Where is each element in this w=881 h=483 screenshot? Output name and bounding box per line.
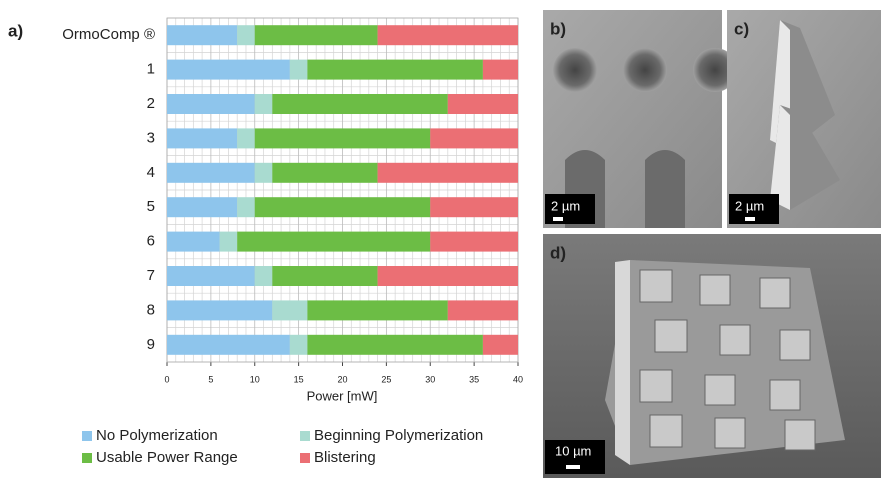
bar-segment: [255, 128, 431, 148]
x-tick-label: 15: [294, 374, 304, 384]
bar-segment: [307, 335, 483, 355]
bar-segment: [237, 25, 255, 45]
panel-label: c): [734, 19, 749, 38]
bar-segment: [307, 60, 483, 80]
y-tick-label: 8: [147, 301, 155, 318]
x-axis-title: Power [mW]: [307, 388, 378, 403]
bar-segment: [237, 128, 255, 148]
scale-bar-label: 2 µm: [735, 198, 764, 213]
bar-segment: [167, 197, 237, 217]
bar-segment: [430, 197, 518, 217]
y-tick-label: 7: [147, 267, 155, 284]
x-tick-label: 20: [337, 374, 347, 384]
sem-image-d: [543, 234, 881, 478]
bar-segment: [378, 25, 518, 45]
x-tick-label: 25: [381, 374, 391, 384]
y-tick-label: 4: [147, 164, 155, 181]
y-tick-label: 1: [147, 61, 155, 78]
x-tick-label: 0: [164, 374, 169, 384]
bar-segment: [167, 94, 255, 114]
bar-segment: [237, 232, 430, 252]
bar-segment: [167, 163, 255, 183]
panel-label: d): [550, 243, 566, 262]
bar-segment: [237, 197, 255, 217]
bar-segment: [255, 25, 378, 45]
figure: a) b) 2 µm c) 2 µm d): [0, 0, 881, 478]
legend-swatch: [82, 431, 92, 441]
bar-segment: [255, 163, 273, 183]
bar-segment: [483, 335, 518, 355]
legend-swatch: [300, 453, 310, 463]
bar-segment: [272, 94, 448, 114]
y-tick-label: 5: [147, 198, 155, 215]
bar-segment: [378, 266, 518, 286]
bar-segment: [272, 266, 377, 286]
y-tick-label: 6: [147, 233, 155, 250]
x-tick-label: 35: [469, 374, 479, 384]
bar-segment: [255, 94, 273, 114]
sem-image-b: [543, 10, 737, 228]
y-tick-label: 2: [147, 95, 155, 112]
legend-label: No Polymerization: [96, 427, 218, 444]
bar-segment: [167, 300, 272, 320]
scale-bar-label: 2 µm: [551, 198, 580, 213]
bar-segment: [167, 266, 255, 286]
bar-segment: [272, 163, 377, 183]
bar-segment: [430, 232, 518, 252]
bar-segment: [167, 25, 237, 45]
x-tick-label: 30: [425, 374, 435, 384]
bar-segment: [307, 300, 447, 320]
bar-segment: [167, 232, 220, 252]
bar-segment: [448, 94, 518, 114]
bar-segment: [167, 128, 237, 148]
legend-label: Beginning Polymerization: [314, 427, 483, 444]
bar-segment: [272, 300, 307, 320]
bar-segment: [290, 335, 308, 355]
bar-segment: [430, 128, 518, 148]
legend-swatch: [82, 453, 92, 463]
bar-segment: [167, 335, 290, 355]
bar-segment: [255, 266, 273, 286]
panel-label: a): [8, 21, 23, 40]
scale-bar-label: 10 µm: [555, 443, 591, 458]
x-tick-label: 40: [513, 374, 523, 384]
bar-segment: [255, 197, 431, 217]
sem-image-c: [727, 10, 881, 228]
y-tick-label: 3: [147, 129, 155, 146]
legend-swatch: [300, 431, 310, 441]
x-tick-label: 5: [208, 374, 213, 384]
bar-segment: [378, 163, 518, 183]
bar-segment: [483, 60, 518, 80]
bar-segment: [448, 300, 518, 320]
bar-segment: [220, 232, 238, 252]
y-tick-label: 9: [147, 336, 155, 353]
y-tick-label: OrmoComp ®: [62, 26, 155, 43]
legend-label: Blistering: [314, 449, 376, 466]
bar-segment: [290, 60, 308, 80]
panel-label: b): [550, 19, 566, 38]
x-tick-label: 10: [250, 374, 260, 384]
legend-label: Usable Power Range: [96, 449, 238, 466]
bar-segment: [167, 60, 290, 80]
